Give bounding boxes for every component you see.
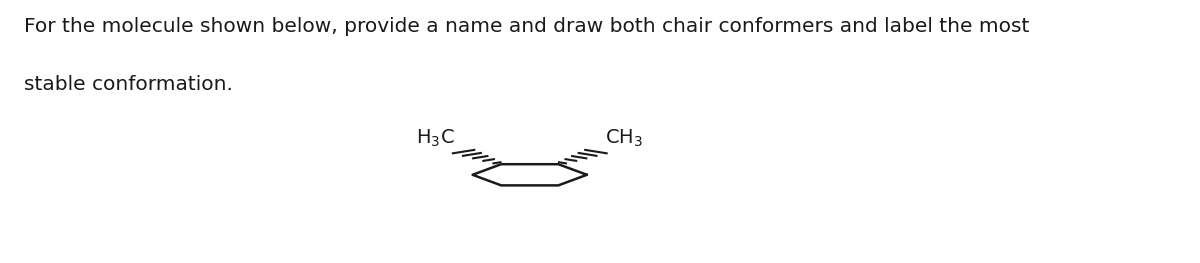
- Text: H$_3$C: H$_3$C: [416, 128, 455, 149]
- Text: For the molecule shown below, provide a name and draw both chair conformers and : For the molecule shown below, provide a …: [24, 17, 1030, 36]
- Text: CH$_3$: CH$_3$: [605, 128, 642, 149]
- Text: stable conformation.: stable conformation.: [24, 75, 233, 94]
